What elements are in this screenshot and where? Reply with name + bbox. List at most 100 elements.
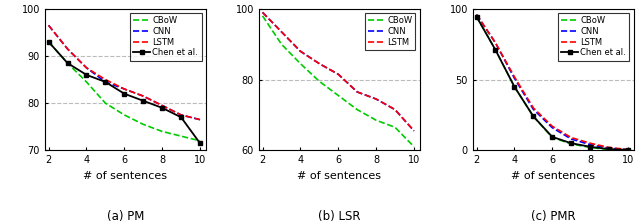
CBoW <box>316 80 323 83</box>
CNN <box>410 130 418 132</box>
CNN <box>63 48 71 50</box>
CNN <box>353 91 361 93</box>
CNN <box>492 42 499 44</box>
Chen et al. <box>102 81 109 83</box>
CBoW <box>335 94 342 97</box>
CBoW <box>259 15 266 17</box>
CNN <box>177 114 185 116</box>
LSTM <box>259 11 266 14</box>
CBoW <box>567 143 575 145</box>
CBoW <box>605 148 613 151</box>
X-axis label: # of sentences: # of sentences <box>297 171 381 181</box>
CNN <box>45 24 52 27</box>
Line: CBoW: CBoW <box>477 17 628 150</box>
CBoW <box>372 119 380 122</box>
LSTM <box>511 75 518 78</box>
CNN <box>140 95 147 97</box>
CNN <box>296 50 304 53</box>
LSTM <box>548 125 556 128</box>
Text: (b) LSR: (b) LSR <box>318 210 360 221</box>
Chen et al. <box>586 145 594 148</box>
Chen et al. <box>567 142 575 145</box>
CBoW <box>83 81 90 83</box>
CBoW <box>120 114 128 116</box>
Line: CBoW: CBoW <box>262 16 414 147</box>
CNN <box>83 67 90 69</box>
Chen et al. <box>177 116 185 119</box>
LSTM <box>63 48 71 50</box>
CBoW <box>278 43 285 46</box>
Text: (a) PM: (a) PM <box>106 210 144 221</box>
Chen et al. <box>605 148 613 151</box>
Line: Chen et al.: Chen et al. <box>47 40 202 145</box>
X-axis label: # of sentences: # of sentences <box>83 171 167 181</box>
CBoW <box>296 62 304 65</box>
CNN <box>196 118 204 121</box>
Chen et al. <box>158 107 166 109</box>
CBoW <box>45 40 52 43</box>
LSTM <box>83 67 90 69</box>
CBoW <box>410 145 418 148</box>
CBoW <box>548 136 556 139</box>
CBoW <box>177 135 185 137</box>
CBoW <box>473 15 481 18</box>
CBoW <box>63 62 71 64</box>
LSTM <box>335 73 342 76</box>
LSTM <box>158 104 166 107</box>
CBoW <box>158 130 166 133</box>
CBoW <box>586 146 594 149</box>
Chen et al. <box>83 74 90 76</box>
Line: CNN: CNN <box>477 15 628 150</box>
LSTM <box>492 42 499 44</box>
CBoW <box>492 49 499 51</box>
Chen et al. <box>473 15 481 18</box>
Chen et al. <box>624 149 632 151</box>
Line: LSTM: LSTM <box>49 25 200 120</box>
LSTM <box>567 136 575 139</box>
CNN <box>624 148 632 151</box>
CBoW <box>102 102 109 105</box>
CBoW <box>391 126 399 129</box>
Legend: CBoW, CNN, LSTM, Chen et al.: CBoW, CNN, LSTM, Chen et al. <box>130 13 202 61</box>
CNN <box>548 126 556 129</box>
CNN <box>372 98 380 100</box>
Chen et al. <box>63 62 71 64</box>
CNN <box>511 77 518 80</box>
CNN <box>391 108 399 111</box>
Line: LSTM: LSTM <box>477 15 628 150</box>
LSTM <box>140 95 147 97</box>
LSTM <box>605 146 613 149</box>
CNN <box>473 13 481 16</box>
LSTM <box>120 88 128 90</box>
Line: CNN: CNN <box>49 25 200 120</box>
CBoW <box>353 108 361 111</box>
CNN <box>567 138 575 140</box>
Chen et al. <box>529 115 537 118</box>
LSTM <box>177 114 185 116</box>
CBoW <box>529 115 537 118</box>
LSTM <box>372 98 380 100</box>
LSTM <box>529 107 537 109</box>
CNN <box>158 104 166 107</box>
LSTM <box>391 108 399 111</box>
LSTM <box>473 13 481 16</box>
CBoW <box>624 149 632 151</box>
CNN <box>278 30 285 33</box>
X-axis label: # of sentences: # of sentences <box>511 171 595 181</box>
LSTM <box>296 50 304 53</box>
LSTM <box>316 62 323 65</box>
Chen et al. <box>196 142 204 145</box>
Line: Chen et al.: Chen et al. <box>475 15 630 152</box>
CNN <box>605 147 613 149</box>
Line: CBoW: CBoW <box>49 42 200 141</box>
Chen et al. <box>120 92 128 95</box>
Legend: CBoW, CNN, LSTM: CBoW, CNN, LSTM <box>365 13 415 50</box>
Text: (c) PMR: (c) PMR <box>531 210 575 221</box>
CNN <box>102 81 109 83</box>
Line: LSTM: LSTM <box>262 12 414 131</box>
LSTM <box>624 148 632 151</box>
LSTM <box>353 91 361 93</box>
CNN <box>529 108 537 110</box>
LSTM <box>410 130 418 132</box>
CNN <box>316 62 323 65</box>
